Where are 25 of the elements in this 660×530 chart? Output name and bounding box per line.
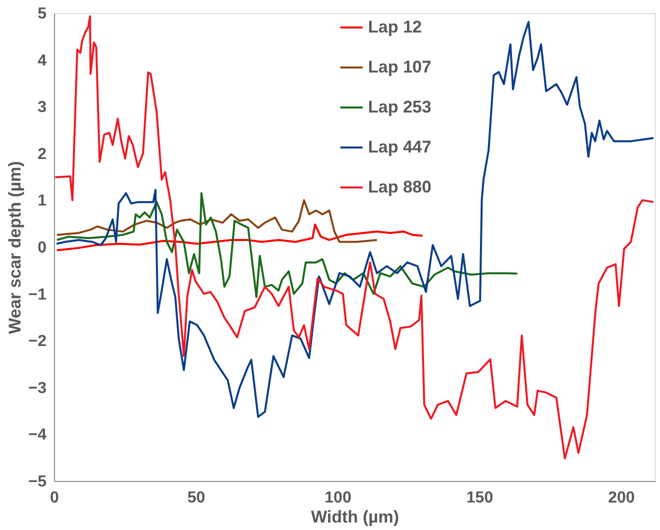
x-tick-label: 0 bbox=[50, 490, 60, 506]
line-series bbox=[56, 199, 378, 243]
y-axis-title: Wear scar depth (µm) bbox=[5, 161, 24, 334]
legend-label: Lap 447 bbox=[368, 138, 432, 156]
x-tick-label: 50 bbox=[187, 490, 206, 506]
legend-label: Lap 107 bbox=[368, 58, 432, 76]
y-tick-label: 0 bbox=[38, 240, 47, 256]
y-tick-label: 5 bbox=[38, 6, 47, 22]
y-tick-label: 2 bbox=[38, 146, 47, 163]
x-tick-label: 100 bbox=[324, 490, 352, 506]
x-tick-label: 200 bbox=[608, 490, 635, 506]
y-tick-label: −1 bbox=[28, 286, 47, 304]
y-tick-label: −3 bbox=[28, 380, 47, 397]
y-tick-label: −4 bbox=[28, 426, 47, 444]
y-tick-label: 1 bbox=[38, 192, 47, 210]
legend-label: Lap 880 bbox=[368, 178, 432, 196]
legend-label: Lap 253 bbox=[368, 98, 432, 116]
x-axis-title: Width (µm) bbox=[310, 508, 400, 526]
y-tick-label: −2 bbox=[28, 333, 47, 350]
y-tick-label: 4 bbox=[38, 52, 47, 70]
line-series bbox=[56, 224, 424, 252]
y-tick-label: 3 bbox=[38, 99, 47, 116]
y-tick-label: −5 bbox=[28, 474, 47, 490]
legend-label: Lap 12 bbox=[368, 18, 422, 36]
x-tick-label: 150 bbox=[466, 490, 494, 506]
